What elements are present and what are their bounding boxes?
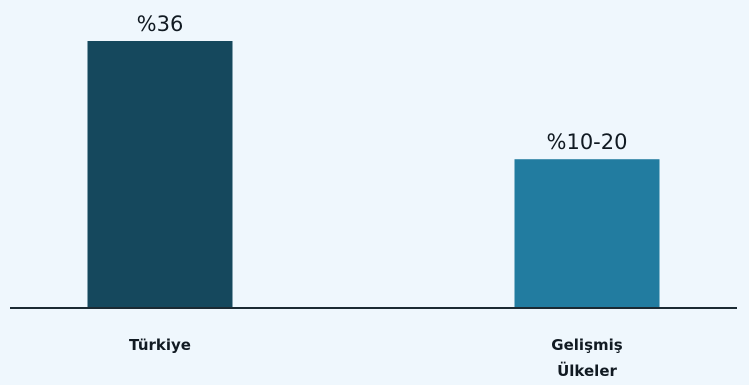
bar-2 <box>514 159 660 307</box>
bars-layer <box>87 41 660 307</box>
x-tick-label-2: Gelişmiş Ülkeler <box>551 336 622 380</box>
x-tick-label-1: Türkiye <box>129 336 191 354</box>
value-labels-layer: %36 %10-20 <box>137 12 628 154</box>
x-tick-labels-layer: Türkiye Gelişmiş Ülkeler <box>129 336 623 380</box>
data-label-1: %36 <box>137 12 184 36</box>
data-label-2: %10-20 <box>547 130 628 154</box>
bar-1 <box>87 41 233 307</box>
